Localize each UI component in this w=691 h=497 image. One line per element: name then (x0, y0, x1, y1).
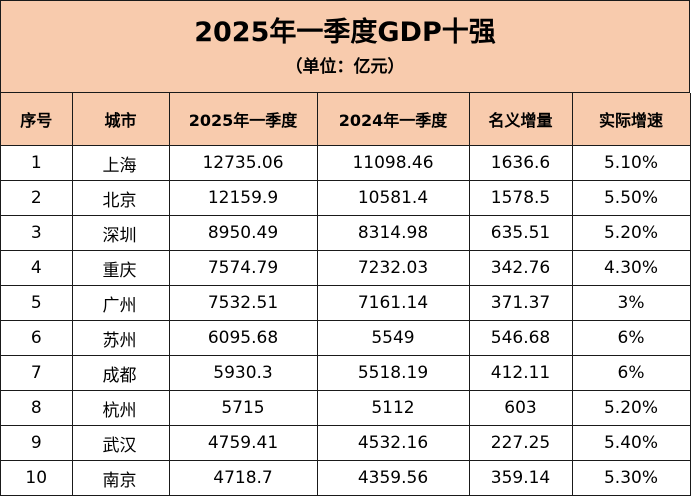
table-row: 5 广州 7532.51 7161.14 371.37 3% (1, 285, 691, 321)
cell-city: 南京 (72, 460, 170, 496)
cell-2025q1: 12735.06 (169, 145, 318, 181)
cell-2025q1: 7574.79 (169, 250, 318, 286)
cell-real-growth: 3% (572, 285, 691, 321)
cell-nominal-increase: 227.25 (469, 425, 573, 461)
cell-real-growth: 5.20% (572, 215, 691, 251)
gdp-table: 序号 城市 2025年一季度 2024年一季度 名义增量 实际增速 1 上海 1… (1, 93, 691, 496)
cell-nominal-increase: 1578.5 (469, 180, 573, 216)
cell-rank: 2 (1, 180, 73, 216)
cell-city: 武汉 (72, 425, 170, 461)
table-row: 2 北京 12159.9 10581.4 1578.5 5.50% (1, 180, 691, 216)
cell-real-growth: 5.40% (572, 425, 691, 461)
header-2025q1: 2025年一季度 (169, 93, 318, 146)
cell-city: 苏州 (72, 320, 170, 356)
header-nominal-increase: 名义增量 (469, 93, 573, 146)
cell-2024q1: 5549 (317, 320, 470, 356)
cell-2024q1: 4359.56 (317, 460, 470, 496)
table-row: 7 成都 5930.3 5518.19 412.11 6% (1, 355, 691, 391)
cell-city: 深圳 (72, 215, 170, 251)
cell-nominal-increase: 342.76 (469, 250, 573, 286)
cell-2024q1: 7161.14 (317, 285, 470, 321)
cell-2024q1: 4532.16 (317, 425, 470, 461)
table-subtitle: （单位：亿元） (285, 57, 405, 77)
cell-2025q1: 6095.68 (169, 320, 318, 356)
cell-rank: 6 (1, 320, 73, 356)
cell-rank: 9 (1, 425, 73, 461)
cell-city: 重庆 (72, 250, 170, 286)
cell-city: 杭州 (72, 390, 170, 426)
header-city: 城市 (72, 93, 170, 146)
cell-real-growth: 5.10% (572, 145, 691, 181)
table-row: 9 武汉 4759.41 4532.16 227.25 5.40% (1, 425, 691, 461)
table-row: 1 上海 12735.06 11098.46 1636.6 5.10% (1, 145, 691, 181)
cell-2024q1: 5518.19 (317, 355, 470, 391)
cell-2025q1: 7532.51 (169, 285, 318, 321)
cell-2024q1: 5112 (317, 390, 470, 426)
header-2024q1: 2024年一季度 (317, 93, 470, 146)
table-row: 10 南京 4718.7 4359.56 359.14 5.30% (1, 460, 691, 496)
cell-city: 上海 (72, 145, 170, 181)
cell-real-growth: 4.30% (572, 250, 691, 286)
header-row: 序号 城市 2025年一季度 2024年一季度 名义增量 实际增速 (1, 93, 691, 146)
header-real-growth: 实际增速 (572, 93, 691, 146)
cell-nominal-increase: 359.14 (469, 460, 573, 496)
cell-2024q1: 11098.46 (317, 145, 470, 181)
cell-rank: 8 (1, 390, 73, 426)
cell-rank: 1 (1, 145, 73, 181)
cell-real-growth: 5.30% (572, 460, 691, 496)
cell-nominal-increase: 546.68 (469, 320, 573, 356)
cell-real-growth: 5.50% (572, 180, 691, 216)
table-row: 8 杭州 5715 5112 603 5.20% (1, 390, 691, 426)
cell-2025q1: 8950.49 (169, 215, 318, 251)
cell-nominal-increase: 603 (469, 390, 573, 426)
cell-2025q1: 5715 (169, 390, 318, 426)
cell-rank: 7 (1, 355, 73, 391)
table-row: 3 深圳 8950.49 8314.98 635.51 5.20% (1, 215, 691, 251)
cell-real-growth: 6% (572, 320, 691, 356)
table-row: 6 苏州 6095.68 5549 546.68 6% (1, 320, 691, 356)
cell-2024q1: 10581.4 (317, 180, 470, 216)
cell-real-growth: 5.20% (572, 390, 691, 426)
cell-2025q1: 4759.41 (169, 425, 318, 461)
cell-nominal-increase: 412.11 (469, 355, 573, 391)
cell-nominal-increase: 1636.6 (469, 145, 573, 181)
cell-rank: 4 (1, 250, 73, 286)
cell-nominal-increase: 371.37 (469, 285, 573, 321)
cell-2025q1: 4718.7 (169, 460, 318, 496)
table-row: 4 重庆 7574.79 7232.03 342.76 4.30% (1, 250, 691, 286)
cell-city: 北京 (72, 180, 170, 216)
title-block: 2025年一季度GDP十强 （单位：亿元） (1, 1, 690, 93)
header-rank: 序号 (1, 93, 73, 146)
table-title: 2025年一季度GDP十强 (194, 17, 496, 48)
cell-2025q1: 12159.9 (169, 180, 318, 216)
cell-city: 成都 (72, 355, 170, 391)
cell-2024q1: 8314.98 (317, 215, 470, 251)
cell-rank: 3 (1, 215, 73, 251)
cell-rank: 10 (1, 460, 73, 496)
cell-2025q1: 5930.3 (169, 355, 318, 391)
cell-city: 广州 (72, 285, 170, 321)
cell-rank: 5 (1, 285, 73, 321)
cell-nominal-increase: 635.51 (469, 215, 573, 251)
cell-2024q1: 7232.03 (317, 250, 470, 286)
cell-real-growth: 6% (572, 355, 691, 391)
